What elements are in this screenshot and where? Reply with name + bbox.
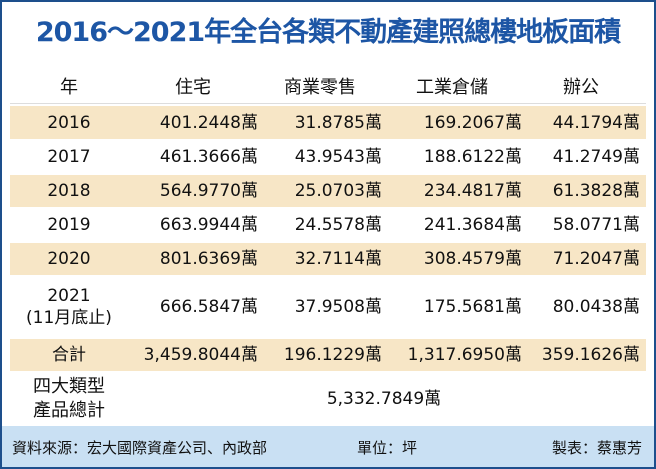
grand-total-label-line: 四大類型 (33, 375, 105, 397)
table-cell: 308.4579萬 (423, 249, 522, 269)
row-label: 2017 (10, 141, 128, 173)
grand-total-label-line: 產品總計 (33, 399, 105, 421)
table-cell: 461.3666萬 (159, 147, 258, 167)
footer: 資料來源：宏大國際資產公司、內政部 單位：坪 製表：蔡惠芳 (2, 426, 654, 467)
table-cell: 663.9944萬 (159, 215, 258, 235)
table-cell: 666.5847萬 (159, 297, 258, 317)
title: 2016～2021年全台各類不動產建照總樓地板面積 (35, 17, 621, 48)
header-cell: 辦公 (563, 76, 599, 98)
row-label-line: 2020 (47, 249, 91, 269)
table-cell: 37.9508萬 (294, 297, 382, 317)
row-label: 2020 (10, 243, 128, 275)
header-cell: 年 (60, 76, 78, 98)
row-label-line: 2018 (47, 181, 91, 201)
table-cell: 25.0703萬 (294, 181, 382, 201)
table-cell: 24.5578萬 (294, 215, 382, 235)
table-cell: 32.7114萬 (294, 249, 382, 269)
table-cell: 44.1794萬 (552, 112, 640, 133)
row-label-line: 2017 (47, 147, 91, 167)
table-row: 2018 564.9770萬 25.0703萬 234.4817萬 61.3828萬 (10, 173, 646, 207)
row-label-line: 2016 (47, 112, 91, 133)
table-cell: 3,459.8044萬 (143, 345, 258, 365)
table-cell: 801.6369萬 (159, 249, 258, 269)
table-cell: 188.6122萬 (423, 147, 522, 167)
unit: 單位：坪 (357, 439, 418, 457)
table-cell: 58.0771萬 (552, 215, 640, 235)
table-cell: 359.1626萬 (541, 345, 640, 365)
row-label: 2019 (10, 209, 128, 241)
table-row: 2020 801.6369萬 32.7114萬 308.4579萬 71.2047萬 (10, 241, 646, 275)
table-cell: 175.5681萬 (423, 297, 522, 317)
table-cell: 234.4817萬 (423, 181, 522, 201)
table-cell: 1,317.6950萬 (407, 345, 522, 365)
row-label: 合計 (10, 339, 128, 371)
grand-total-label: 四大類型 產品總計 (10, 371, 128, 426)
author: 製表：蔡惠芳 (551, 439, 642, 457)
table-cell: 196.1229萬 (283, 345, 382, 365)
table-cell: 401.2448萬 (159, 112, 258, 133)
table-cell: 71.2047萬 (552, 249, 640, 269)
header-row: 年 住宅 商業零售 工業倉儲 辦公 (10, 72, 646, 104)
table-cell: 31.8785萬 (294, 112, 382, 133)
table-cell: 61.3828萬 (552, 181, 640, 201)
grand-total-row: 四大類型 產品總計 5,332.7849萬 (10, 371, 646, 426)
header-cell: 工業倉儲 (416, 76, 488, 98)
table-row: 2016 401.2448萬 31.8785萬 169.2067萬 44.1794萬 (10, 104, 646, 139)
table-row: 2021 (11月底止) 666.5847萬 37.9508萬 175.5681萬 80.… (10, 275, 646, 337)
table-row: 合計 3,459.8044萬 196.1229萬 1,317.6950萬 359.162… (10, 337, 646, 371)
table-cell: 80.0438萬 (552, 297, 640, 317)
row-label-line: 2019 (47, 215, 91, 235)
row-label: 2021 (11月底止) (10, 277, 128, 337)
grand-total-value: 5,332.7849萬 (326, 388, 442, 409)
table-cell: 241.3684萬 (423, 215, 522, 235)
table-cell: 169.2067萬 (423, 112, 522, 133)
header-cell: 商業零售 (284, 76, 356, 98)
row-label: 2016 (10, 106, 128, 139)
row-label-line: (11月底止) (26, 308, 112, 328)
header-cell: 住宅 (175, 76, 211, 98)
table-row: 2017 461.3666萬 43.9543萬 188.6122萬 41.2749萬 (10, 139, 646, 173)
table-cell: 564.9770萬 (159, 181, 258, 201)
table-cell: 43.9543萬 (294, 147, 382, 167)
source: 資料來源：宏大國際資產公司、內政部 (12, 439, 268, 457)
table-cell: 41.2749萬 (552, 147, 640, 167)
table-row: 2019 663.9944萬 24.5578萬 241.3684萬 58.0771萬 (10, 207, 646, 241)
row-label-line: 2021 (47, 286, 91, 306)
row-label-line: 合計 (52, 345, 86, 365)
row-label: 2018 (10, 175, 128, 207)
